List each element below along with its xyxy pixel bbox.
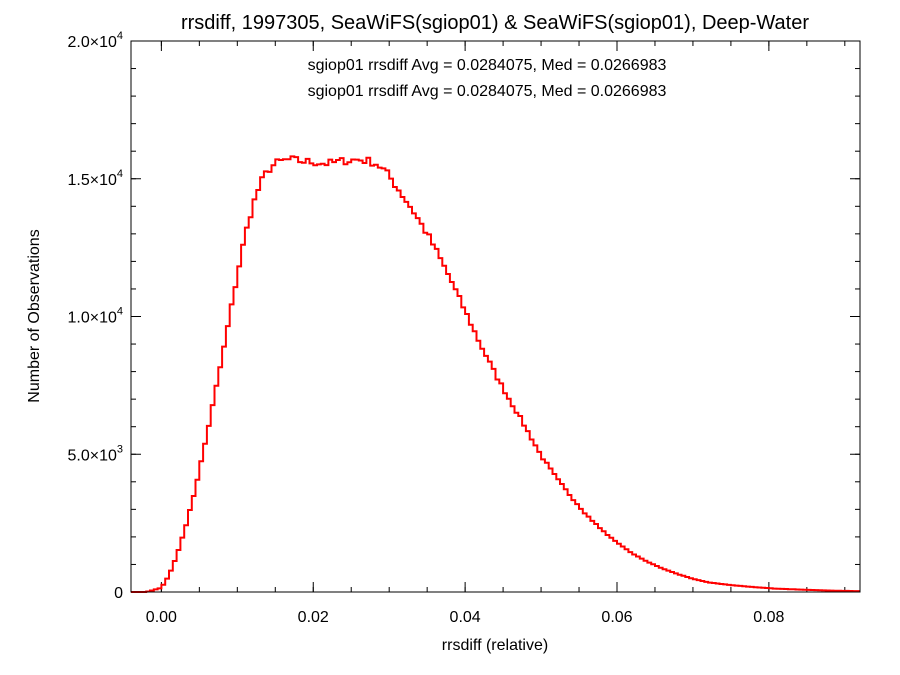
y-tick-label: 5.0×103: [67, 443, 123, 464]
histogram-series-line: [131, 155, 860, 593]
chart-title: rrsdiff, 1997305, SeaWiFS(sgiop01) & Sea…: [181, 12, 809, 34]
x-tick-labels: 0.00 0.02 0.04 0.06 0.08: [146, 609, 785, 626]
plot-frame: [130, 40, 861, 593]
x-tick-label: 0.08: [753, 609, 784, 626]
x-tick-label: 0.02: [298, 609, 329, 626]
y-tick-label: 2.0×104: [67, 30, 123, 51]
x-axis-label: rrsdiff (relative): [442, 637, 548, 654]
y-tick-label: 0: [114, 585, 123, 602]
axis-ticks: [131, 40, 860, 593]
x-tick-label: 0.00: [146, 609, 177, 626]
y-axis-label: Number of Observations: [26, 229, 43, 402]
x-tick-label: 0.04: [450, 609, 481, 626]
y-tick-label: 1.5×104: [67, 168, 123, 189]
y-tick-labels: 0 5.0×103 1.0×104 1.5×104 2.0×104: [67, 30, 123, 602]
annotation-black: sgiop01 rrsdiff Avg = 0.0284075, Med = 0…: [308, 57, 667, 74]
x-tick-label: 0.06: [601, 609, 632, 626]
y-tick-label: 1.0×104: [67, 306, 123, 327]
annotation-red: sgiop01 rrsdiff Avg = 0.0284075, Med = 0…: [308, 83, 667, 100]
